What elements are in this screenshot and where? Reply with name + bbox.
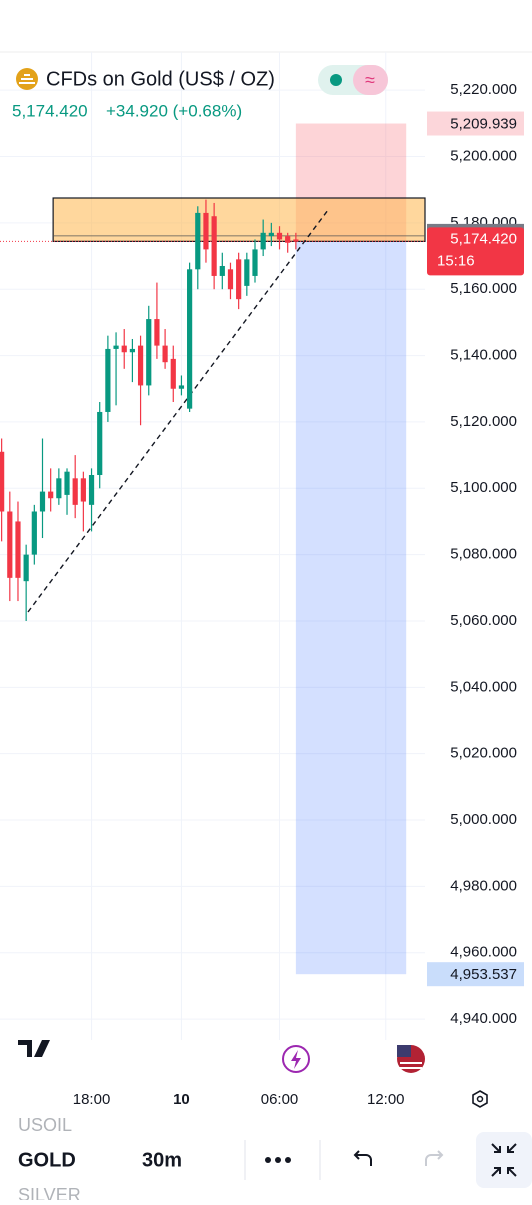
candle-body (260, 232, 266, 250)
candle-body (211, 216, 217, 276)
candle-body (276, 232, 283, 240)
undo-button[interactable] (353, 1150, 372, 1166)
target-zone (295, 241, 407, 975)
next-symbol[interactable]: SILVER (18, 1185, 81, 1205)
y-tick-label: 4,960.000 (450, 944, 517, 961)
candle-body (178, 385, 185, 389)
candle-body (0, 451, 5, 512)
candle-body (268, 232, 274, 237)
candle-body (244, 259, 250, 286)
candle-body (72, 478, 78, 505)
fullscreen-icon (491, 1143, 517, 1177)
y-tick-label: 5,060.000 (450, 612, 517, 629)
delay-icon: ≈ (365, 70, 375, 90)
candle-body (285, 236, 291, 243)
flash-icon[interactable] (282, 1045, 310, 1073)
candle-body (293, 239, 299, 242)
more-button[interactable] (265, 1157, 291, 1163)
y-tick-label: 5,220.000 (450, 81, 517, 98)
candle-body (203, 212, 209, 250)
trend-line (27, 209, 329, 613)
y-tick-label: 5,200.000 (450, 147, 517, 164)
candle-body (129, 348, 136, 353)
redo-button[interactable] (425, 1150, 444, 1166)
candle-body (15, 521, 21, 578)
candle-body (236, 259, 242, 300)
candle-body (146, 319, 152, 386)
plot (0, 52, 426, 1040)
stop-label-text: 5,209.939 (450, 116, 517, 133)
candle-body (154, 319, 160, 346)
settings-dot (476, 1095, 484, 1103)
last-price-label: 5,174.420 (450, 230, 517, 247)
x-tick-label: 06:00 (261, 1091, 299, 1108)
candle-body (39, 491, 46, 512)
y-tick-label: 5,160.000 (450, 280, 517, 297)
symbol-title: CFDs on Gold (US$ / OZ) (46, 68, 275, 90)
stop-label-box (427, 111, 524, 136)
interval-button[interactable]: 30m (142, 1149, 182, 1171)
candle-body (162, 345, 168, 363)
us-flag-stripes (398, 1062, 422, 1069)
candle-body (64, 471, 70, 495)
tv-logo (18, 1040, 50, 1057)
y-tick-label: 4,940.000 (450, 1010, 517, 1027)
candle-body (219, 265, 225, 276)
y-tick-label: 5,000.000 (450, 811, 517, 828)
candle-body (170, 358, 176, 389)
flash-bolt (291, 1050, 301, 1069)
last-price-box (427, 227, 524, 276)
x-tick-label: 12:00 (367, 1091, 405, 1108)
fullscreen-button[interactable] (476, 1132, 532, 1188)
y-tick-label: 5,100.000 (450, 479, 517, 496)
candle-body (113, 345, 119, 349)
gold-icon-bars (19, 74, 35, 84)
y-tick-label: 4,980.000 (450, 877, 517, 894)
candle-body (105, 348, 111, 412)
candle-body (7, 511, 13, 578)
candle-body (31, 511, 37, 555)
symbol-button[interactable]: GOLD (18, 1149, 76, 1171)
x-tick-label: 10 (173, 1091, 190, 1108)
y-tick-label: 5,080.000 (450, 546, 517, 563)
target-label-text: 4,953.537 (450, 966, 517, 983)
candle-body (121, 345, 127, 353)
candle-body (187, 269, 193, 409)
y-tick-label: 5,120.000 (450, 413, 517, 430)
target-label-box (427, 962, 524, 987)
highlight-zone (52, 197, 426, 242)
market-open-dot (330, 74, 342, 86)
x-tick-label: 18:00 (73, 1091, 111, 1108)
candle-body (227, 269, 234, 290)
prev-symbol[interactable]: USOIL (18, 1115, 72, 1135)
price-change: +34.920 (+0.68%) (106, 101, 242, 120)
y-tick-label: 5,040.000 (450, 678, 517, 695)
settings-icon[interactable] (472, 1090, 488, 1108)
y-tick-label: 5,140.000 (450, 347, 517, 364)
candle-body (56, 478, 62, 499)
candle-body (80, 478, 86, 502)
candle-body (252, 249, 258, 276)
y-tick-label: 5,020.000 (450, 745, 517, 762)
candle-body (137, 345, 144, 386)
candle-body (23, 554, 29, 582)
candle-body (88, 475, 95, 505)
status-pill-right (353, 65, 388, 95)
candle-body (97, 411, 103, 476)
last-price: 5,174.420 (12, 101, 88, 120)
countdown: 15:16 (437, 252, 475, 269)
candle-body (195, 212, 201, 270)
us-flag-canton (397, 1045, 411, 1057)
candle-body (48, 491, 54, 499)
